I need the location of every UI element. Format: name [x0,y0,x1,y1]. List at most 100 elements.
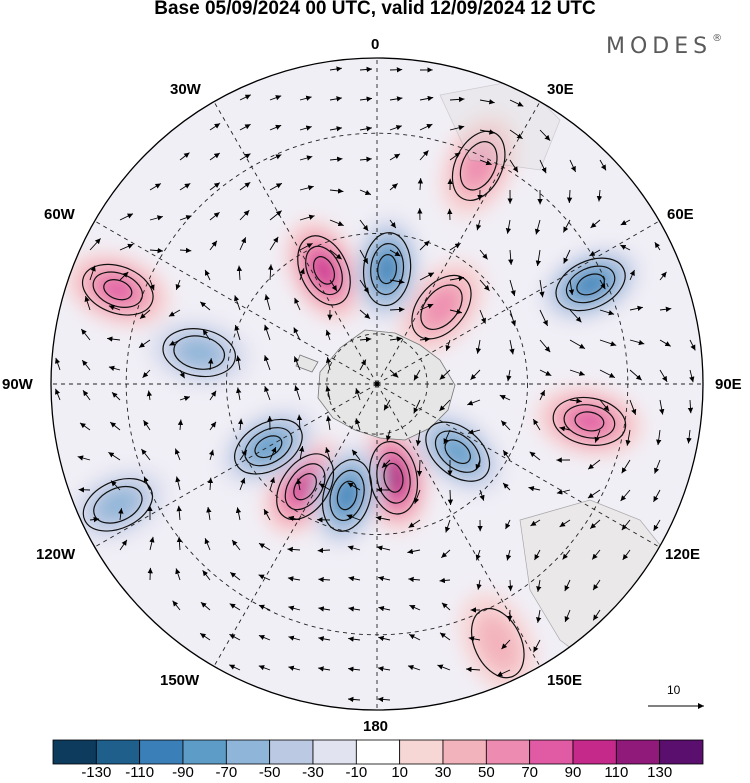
wind-vector [325,447,331,461]
wind-vector [590,219,601,229]
wind-vector [149,536,155,551]
wind-vector [659,369,668,383]
wind-vector [209,390,217,401]
colorbar-segment [312,739,357,765]
positive-anomaly [314,257,334,284]
wind-vector [296,478,302,491]
positive-anomaly [385,466,402,490]
positive-anomaly [475,613,521,673]
wind-vector [55,388,61,401]
wind-vector [355,388,361,401]
wind-vector [625,429,631,446]
contour-line [312,256,336,285]
wind-vector [209,182,221,191]
wind-vector [81,359,91,371]
contour-line [284,463,326,511]
wind-vector [507,609,513,622]
contour-line [305,245,343,296]
wind-vector [329,96,342,102]
wind-vector [419,303,434,311]
wind-vector [569,339,586,349]
wind-vector [269,95,282,101]
wind-vector [539,159,547,174]
meridian-label-120w: 120W [36,546,76,563]
map-border [50,57,704,711]
wind-vector [108,365,121,371]
wind-vector [417,178,424,191]
wind-vector [236,387,242,401]
wind-vector [419,150,429,161]
colorbar-segment [355,739,401,765]
contour-line [411,274,472,340]
wind-vector [329,219,344,227]
wind-vector [207,477,214,491]
wind-vector [179,215,192,221]
wind-vector [419,240,430,251]
wind-vector [509,129,523,140]
meridian-label-180: 180 [363,718,389,735]
meridian-label-120e: 120E [665,546,701,563]
wind-vector [689,339,696,351]
positive-anomaly [572,410,607,433]
meridian-line [213,101,378,385]
wind-vector [377,666,391,672]
wind-vector [119,213,134,221]
wind-vector [179,152,190,161]
wind-vector [239,94,251,101]
wind-vector [509,339,515,355]
colorbar-segment [529,739,574,765]
wind-vector [539,390,546,401]
wind-vector [84,295,91,311]
wind-vector [299,214,315,221]
wind-vector [258,634,271,641]
contour-lines [81,130,627,679]
wind-vector [599,369,616,379]
wind-vector [408,576,421,583]
wind-vector [108,451,121,461]
wind-vector [296,414,303,431]
wind-vector [288,635,301,641]
wind-vector [348,636,361,642]
wind-vector [174,448,181,461]
colorbar-tick-label: -10 [345,764,368,781]
wind-vector [496,669,511,677]
meridian-line [94,383,378,548]
wind-vector [325,329,331,341]
wind-vector [659,399,665,415]
wind-vector [475,459,481,470]
wind-vector [109,421,121,431]
wind-vector [209,152,221,161]
meridian-label-90e: 90E [715,376,742,393]
wind-vector [587,489,601,499]
wind-vector [620,489,631,502]
wind-vector [689,369,695,383]
contour-line [574,411,605,432]
wind-vector [209,421,217,431]
wind-vector [329,156,343,162]
wind-vector [287,576,301,582]
wind-vector [235,507,242,521]
wind-vector [413,399,421,414]
contour-line [552,396,627,446]
wind-vector [439,632,451,641]
contour-line [420,284,463,330]
wind-vector [287,546,301,553]
wind-vector [348,666,361,672]
contour-line [362,232,412,307]
wind-vector [288,605,301,611]
contour-line [459,141,498,191]
wind-vector [269,210,282,221]
wind-vector [175,476,181,491]
wind-vector [389,96,403,102]
wind-vector [502,449,511,461]
wind-vector [267,264,274,281]
wind-vector [318,666,331,672]
wind-vector [470,369,481,381]
wind-vector [199,632,211,641]
wind-vector [569,159,577,173]
wind-vector [564,579,571,592]
meridian-label-60w: 60W [44,206,75,223]
wind-vector [389,125,402,131]
colorbar-segment [442,739,487,765]
